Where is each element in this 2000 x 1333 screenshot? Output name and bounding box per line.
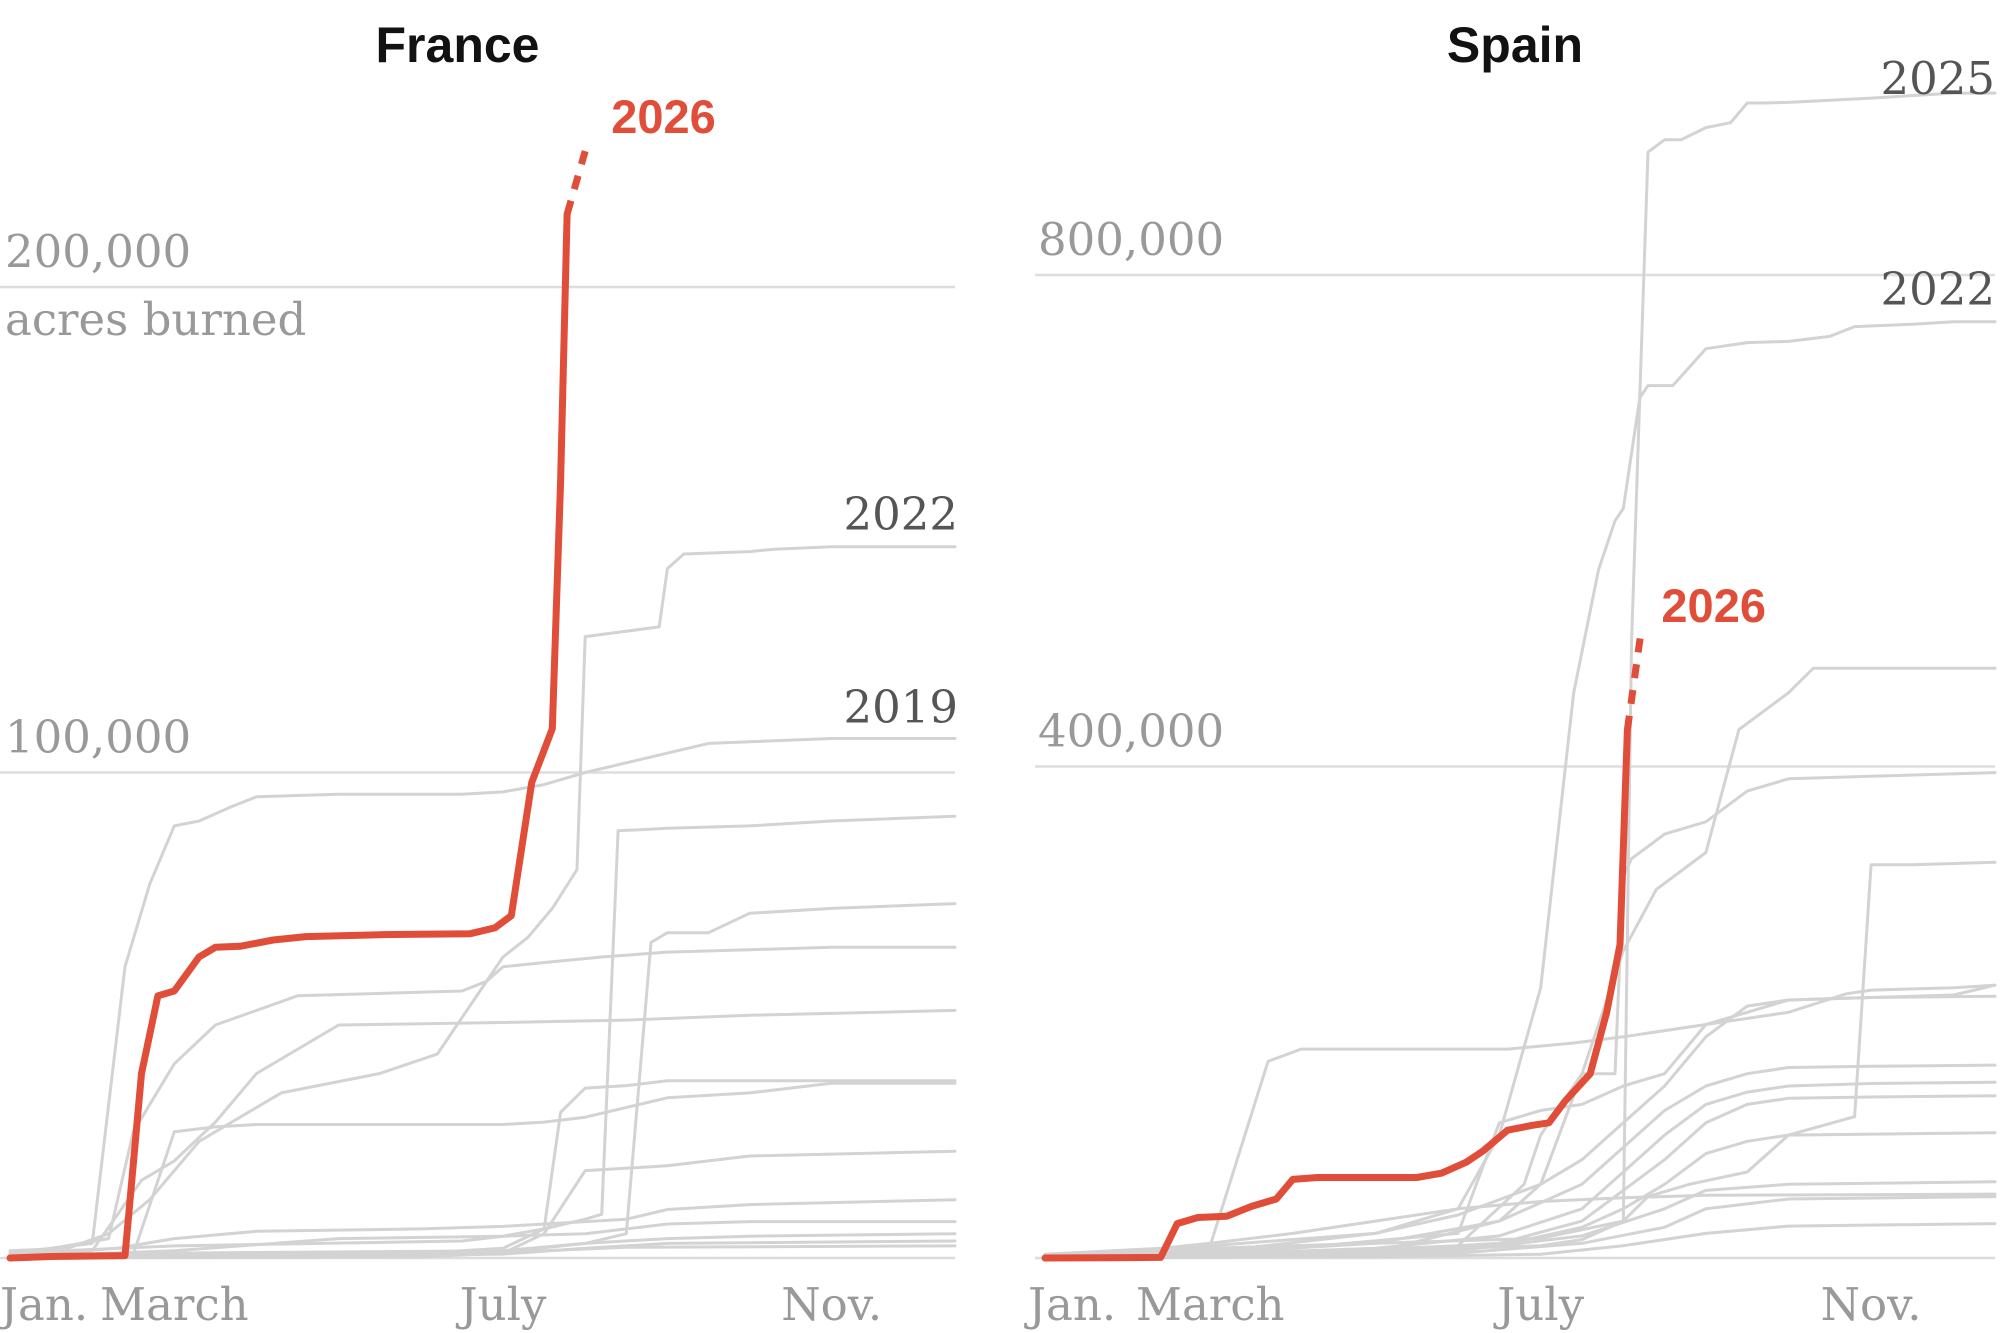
x-tick-label: Jan.: [0, 1278, 88, 1331]
series-line-history: [8, 902, 957, 1258]
x-tick-label: Nov.: [781, 1278, 882, 1331]
y-tick-label: 800,000: [1038, 213, 1224, 266]
series-line-history: [8, 1198, 957, 1258]
series-line-2022: [8, 545, 957, 1253]
series-line-history: [8, 1081, 957, 1258]
series-label-current: 2026: [611, 90, 716, 143]
series-line-current: [6, 210, 571, 1262]
series-line-current: [1041, 726, 1631, 1262]
x-tick-label: March: [1136, 1278, 1285, 1331]
series-line-history: [1043, 1080, 1997, 1259]
series-line-history: [1043, 983, 1997, 1258]
series-line-history: [8, 1008, 957, 1256]
x-tick-label: Nov.: [1821, 1278, 1922, 1331]
series-line-2022: [1043, 320, 1997, 1256]
y-tick-label: 200,000: [5, 225, 191, 278]
series-label-2025: 2025: [1880, 52, 1995, 105]
series-line-history: [1043, 1222, 1997, 1260]
x-tick-label: July: [1493, 1278, 1584, 1331]
series-line-history: [1043, 666, 1997, 1259]
series-line-history: [1043, 994, 1997, 1259]
series-line-history: [1043, 860, 1997, 1257]
series-line-history: [8, 814, 957, 1255]
y-tick-label: 100,000: [5, 711, 191, 764]
series-line-current-projection: [1623, 628, 1645, 731]
series-line-2025: [1043, 91, 1997, 1257]
chart-title-france: France: [376, 17, 540, 73]
series-line-history: [8, 1079, 957, 1258]
x-tick-label: Jan.: [1024, 1278, 1116, 1331]
x-tick-label: March: [100, 1278, 249, 1331]
chart-panel-spain: Spain 400,000 800,000 Jan. March July Nov. 2025…: [1024, 17, 1997, 1331]
series-line-2019: [8, 737, 957, 1255]
series-label-2019: 2019: [843, 681, 958, 734]
series-line-history: [8, 1220, 957, 1259]
series-line-history: [8, 1244, 957, 1260]
series-label-2022: 2022: [843, 488, 958, 541]
chart-title-spain: Spain: [1447, 17, 1583, 73]
series-label-2022: 2022: [1880, 263, 1995, 316]
x-tick-label: July: [456, 1278, 547, 1331]
chart-panel-france: France 100,000 200,000 acres burned Jan. Marc…: [0, 17, 958, 1331]
series-line-history: [1043, 1063, 1997, 1259]
y-unit-label: acres burned: [5, 293, 306, 346]
series-line-history: [8, 945, 957, 1258]
series-line-history: [1043, 1094, 1997, 1260]
series-line-current-projection: [563, 150, 589, 216]
y-tick-label: 400,000: [1038, 705, 1224, 758]
series-line-history: [1043, 983, 1997, 1259]
series-label-current: 2026: [1661, 579, 1766, 632]
